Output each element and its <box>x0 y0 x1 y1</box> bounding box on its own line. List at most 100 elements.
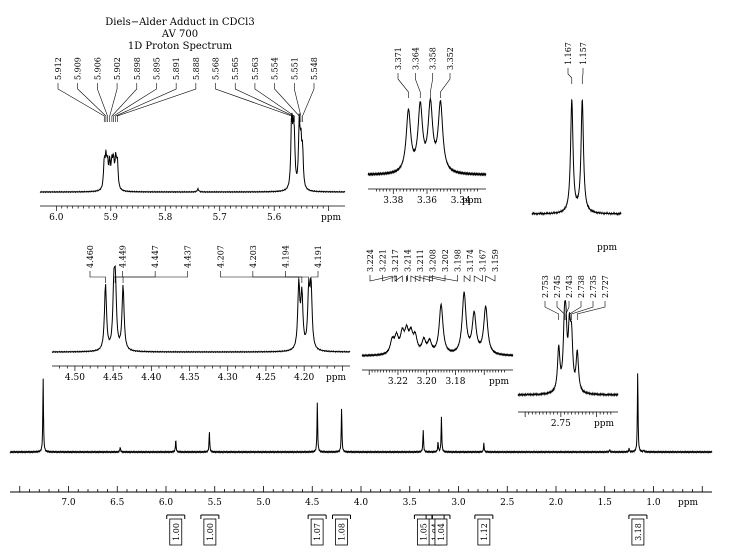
peak-label-connector <box>485 275 496 282</box>
peak-label-connector <box>302 83 315 122</box>
integral-value: 1.05 <box>419 523 428 541</box>
peak-label-connector <box>394 275 403 282</box>
peak-label: 5.909 <box>74 57 83 80</box>
peak-label: 4.460 <box>86 245 95 268</box>
integral-value: 1.12 <box>480 523 489 541</box>
integral-box <box>434 518 448 546</box>
peak-label-connector <box>423 275 446 282</box>
peak-label-connector <box>252 271 303 283</box>
peak-label-connector <box>274 83 300 122</box>
peak-label: 5.898 <box>133 57 142 80</box>
main-x-axis-label: ppm <box>678 498 699 508</box>
integral-box <box>203 518 217 546</box>
inset-cluster: 3.22 3.20 3.18 ppm 3.224 3.221 3.217 3.214 3.211… <box>361 249 514 387</box>
peak-label-connector <box>254 83 295 122</box>
peak-label-connector <box>285 271 310 283</box>
peak-label-connector <box>122 271 189 283</box>
inset-h2: 2.75 ppm 2.753 2.745 2.743 2.738 2.735 2.727 <box>517 275 619 429</box>
inset-tick-label: 5.9 <box>104 213 119 223</box>
peak-label-connector <box>576 301 606 320</box>
peak-label: 3.364 <box>411 47 420 70</box>
peak-label-connector <box>215 83 292 122</box>
peak-label-connector <box>397 73 409 98</box>
peak-label: 5.891 <box>172 57 181 80</box>
peak-label-connector <box>382 275 397 282</box>
peak-label: 5.568 <box>212 57 221 80</box>
peak-label-connector <box>115 83 177 122</box>
peak-label-connector <box>294 83 302 122</box>
peak-label: 3.358 <box>429 47 438 70</box>
peak-label-connector <box>310 271 319 283</box>
inset-x-axis-label: ppm <box>594 419 615 429</box>
main-tick-label: 6.5 <box>110 498 125 508</box>
peak-label-connector <box>440 73 451 98</box>
inset-tick-label: 4.20 <box>294 373 314 383</box>
inset-trace <box>361 291 514 358</box>
peak-label: 5.895 <box>152 57 161 80</box>
inset-x-axis-label: ppm <box>597 243 618 253</box>
peak-label: 2.738 <box>577 275 586 298</box>
inset-x-axis-label: ppm <box>462 196 483 206</box>
peak-label-connector <box>429 275 458 282</box>
peak-label: 3.202 <box>441 249 450 272</box>
peak-label: 3.198 <box>454 249 463 272</box>
inset-tick-label: 2.75 <box>551 419 571 429</box>
integral-box <box>631 518 645 546</box>
peak-label: 4.194 <box>281 245 290 268</box>
peak-label-connector <box>581 68 584 84</box>
inset-tick-label: 3.38 <box>383 196 403 206</box>
peak-label: 3.371 <box>394 47 403 70</box>
main-tick-label: 5.0 <box>256 498 271 508</box>
peak-label: 5.554 <box>271 57 280 80</box>
peak-label-connector <box>473 275 483 282</box>
peak-label-connector <box>415 73 421 98</box>
integral-box <box>310 518 324 546</box>
peak-label: 3.167 <box>479 249 488 272</box>
peak-label-connector <box>111 83 138 122</box>
inset-tick-label: 3.20 <box>417 377 437 387</box>
peak-label: 2.753 <box>541 275 550 298</box>
peak-label: 5.565 <box>231 57 240 80</box>
chart-subtitle-experiment: 1D Proton Spectrum <box>128 41 233 52</box>
peak-label: 5.906 <box>93 57 102 80</box>
integral-value: 3.18 <box>634 523 643 541</box>
main-tick-label: 3.0 <box>451 498 466 508</box>
peak-label-connector <box>369 275 393 282</box>
main-tick-label: 2.0 <box>549 498 564 508</box>
main-trace <box>9 373 713 454</box>
peak-label: 1.167 <box>564 42 573 65</box>
main-tick-label: 5.5 <box>208 498 223 508</box>
peak-label: 4.207 <box>216 245 225 268</box>
peak-label: 3.352 <box>446 47 455 70</box>
inset-tick-label: 4.45 <box>103 373 123 383</box>
integral-box <box>335 518 348 546</box>
peak-label-connector <box>565 301 570 320</box>
integral-value: 1.00 <box>206 523 215 541</box>
main-spectrum-plot: 7.0 6.5 6.0 5.5 5.0 4.5 4.0 3.5 3.0 2.5 2.0 1.5 1.0 p… <box>9 373 713 546</box>
peak-label-connector <box>109 83 118 122</box>
inset-trace <box>517 300 619 398</box>
peak-label-connector <box>571 301 594 320</box>
inset-tick-label: 6.0 <box>49 213 64 223</box>
integral-box <box>169 518 183 546</box>
title-block: Diels−Alder Adduct in CDCl3 AV 700 1D Pr… <box>105 17 255 52</box>
peak-label-connector <box>97 83 108 122</box>
peak-label: 5.563 <box>251 57 260 80</box>
peak-label-connector <box>57 83 105 122</box>
peak-label: 5.902 <box>113 57 122 80</box>
peak-label: 5.912 <box>54 57 63 80</box>
inset-bridge: 4.50 4.45 4.40 4.35 4.30 4.25 4.20 ppm 4.460 4.44… <box>51 245 351 383</box>
peak-label-connector <box>113 83 157 122</box>
integral-value: 1.04 <box>437 523 446 541</box>
peak-label: 2.745 <box>553 275 562 298</box>
peak-label: 5.888 <box>192 57 201 80</box>
inset-tick-label: 3.34 <box>451 196 471 206</box>
peak-label-connector <box>234 83 294 122</box>
chart-title: Diels−Alder Adduct in CDCl3 <box>105 17 255 28</box>
inset-trace <box>531 98 622 217</box>
integral-value: 1.00 <box>172 523 181 541</box>
peak-label: 5.548 <box>310 57 319 80</box>
peak-label-connector <box>544 301 560 320</box>
